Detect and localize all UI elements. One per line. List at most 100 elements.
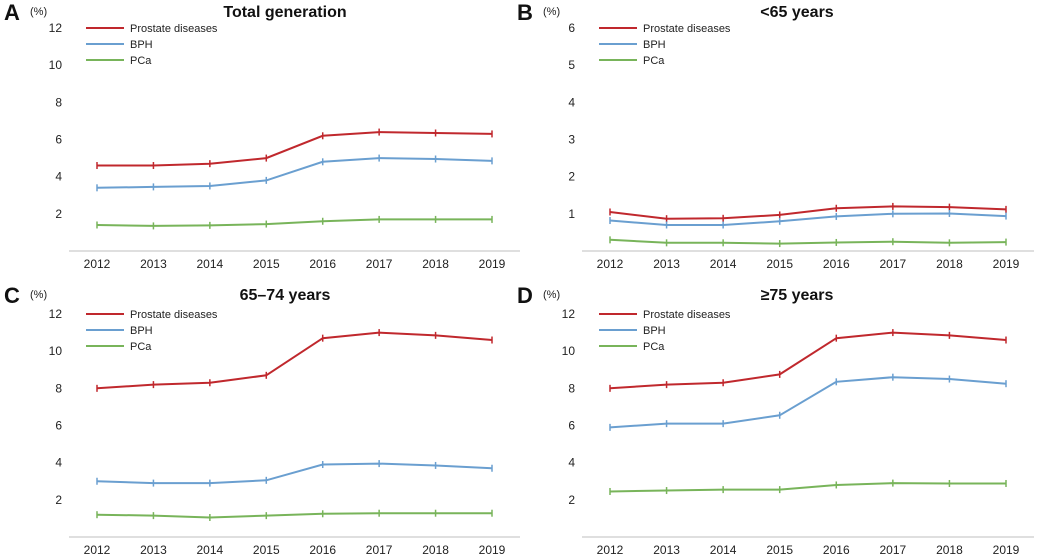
legend-label: PCa (643, 55, 665, 67)
chart-panel-a: A Total generation (%) 2 4 6 8 10 12 2012 2013 2014… (4, 0, 520, 271)
y-tick-label: 8 (568, 381, 575, 395)
legend-item: PCa (86, 55, 152, 67)
x-tick-label: 2017 (880, 257, 907, 271)
series-bph (96, 460, 493, 487)
series-line (609, 482, 1006, 493)
legend-label: Prostate diseases (643, 309, 731, 321)
chart-title: 65–74 years (240, 287, 331, 304)
series-line (96, 157, 493, 189)
x-tick-label: 2019 (993, 257, 1020, 271)
legend-item: BPH (599, 325, 666, 337)
x-tick-label: 2014 (710, 257, 737, 271)
series-line (609, 376, 1007, 429)
series-line (609, 212, 1007, 226)
legend-item: Prostate diseases (86, 309, 218, 321)
x-tick-label: 2012 (597, 257, 624, 271)
series-line (96, 331, 493, 390)
x-tick-label: 2015 (253, 543, 280, 557)
panel-letter: C (4, 283, 20, 308)
y-tick-label: 8 (55, 95, 62, 109)
x-tick-label: 2016 (309, 257, 336, 271)
series-prostate-diseases (609, 202, 1007, 223)
legend-label: Prostate diseases (130, 23, 218, 35)
chart-panel-d: D ≥75 years (%) 2 4 6 8 10 12 2012 2013 2014 2015 201… (517, 283, 1034, 557)
y-tick-label: 3 (568, 133, 575, 147)
x-tick-label: 2015 (766, 257, 793, 271)
x-tick-label: 2019 (993, 543, 1020, 557)
y-tick-label: 6 (55, 133, 62, 147)
legend-label: PCa (643, 341, 665, 353)
series-pca (96, 509, 493, 521)
x-tick-label: 2018 (422, 257, 449, 271)
y-tick-label: 10 (49, 58, 63, 72)
y-tick-label: 6 (568, 419, 575, 433)
legend-label: BPH (130, 39, 153, 51)
series-pca (609, 236, 1007, 248)
series-pca (96, 215, 493, 230)
chart-title: Total generation (223, 4, 346, 21)
x-tick-label: 2018 (936, 543, 963, 557)
x-tick-label: 2015 (766, 543, 793, 557)
y-tick-label: 10 (49, 344, 63, 358)
y-tick-label: 6 (55, 419, 62, 433)
y-tick-label: 8 (55, 381, 62, 395)
legend-label: PCa (130, 341, 152, 353)
legend-label: BPH (130, 325, 153, 337)
chart-title: ≥75 years (761, 287, 834, 304)
y-tick-label: 12 (562, 307, 576, 321)
y-tick-label: 4 (55, 170, 62, 184)
x-tick-label: 2016 (309, 543, 336, 557)
y-tick-label: 12 (49, 21, 63, 35)
y-tick-label: 5 (568, 58, 575, 72)
legend-item: PCa (86, 341, 152, 353)
legend-item: PCa (599, 55, 665, 67)
y-unit-label: (%) (30, 6, 47, 18)
series-line (96, 462, 493, 485)
x-tick-label: 2012 (84, 257, 111, 271)
series-line (96, 512, 492, 519)
x-tick-label: 2013 (140, 257, 167, 271)
x-tick-label: 2013 (140, 543, 167, 557)
series-line (96, 218, 492, 227)
legend-label: PCa (130, 55, 152, 67)
y-unit-label: (%) (543, 6, 560, 18)
x-tick-label: 2017 (366, 543, 393, 557)
x-tick-label: 2018 (422, 543, 449, 557)
x-tick-label: 2014 (197, 257, 224, 271)
series-pca (609, 479, 1007, 495)
series-bph (609, 373, 1007, 431)
legend-item: Prostate diseases (599, 309, 731, 321)
chart-panel-b: B <65 years (%) 1 2 3 4 5 6 2012 2013 2014 2015 2016 2… (517, 0, 1034, 271)
series-prostate-diseases (96, 128, 493, 170)
series-line (97, 131, 493, 167)
y-tick-label: 2 (568, 493, 575, 507)
legend-item: Prostate diseases (86, 23, 218, 35)
chart-panel-c: C 65–74 years (%) 2 4 6 8 10 12 2012 2013 2014 2015 2… (4, 283, 520, 557)
series-prostate-diseases (609, 329, 1007, 392)
series-line (609, 238, 1007, 245)
y-unit-label: (%) (30, 289, 47, 301)
panel-letter: A (4, 0, 20, 25)
panel-letter: D (517, 283, 533, 308)
y-tick-label: 4 (55, 456, 62, 470)
legend-label: Prostate diseases (643, 23, 731, 35)
x-tick-label: 2017 (880, 543, 907, 557)
legend-item: BPH (599, 39, 666, 51)
series-line (609, 205, 1007, 220)
x-tick-label: 2012 (84, 543, 111, 557)
y-tick-label: 6 (568, 21, 575, 35)
panel-letter: B (517, 0, 533, 25)
x-tick-label: 2013 (653, 543, 680, 557)
series-bph (96, 154, 493, 192)
chart-title: <65 years (760, 4, 834, 21)
y-tick-label: 12 (49, 307, 63, 321)
y-tick-label: 2 (55, 493, 62, 507)
y-tick-label: 2 (55, 207, 62, 221)
x-tick-label: 2014 (710, 543, 737, 557)
series-line (609, 331, 1007, 390)
legend-label: BPH (643, 39, 666, 51)
legend-item: BPH (86, 39, 153, 51)
y-tick-label: 10 (562, 344, 576, 358)
x-tick-label: 2016 (823, 257, 850, 271)
